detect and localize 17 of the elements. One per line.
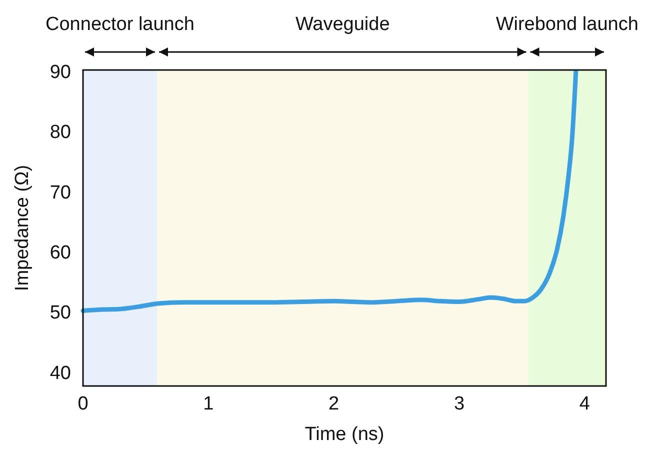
x-tick-label: 4 [579,393,590,414]
y-tick-label: 80 [50,122,71,144]
y-tick-label: 50 [50,302,71,324]
band-label: Connector launch [46,14,194,35]
line-series [80,70,578,314]
y-tick-label: 90 [50,62,71,83]
y-tick-label: 70 [50,182,71,204]
y-tick-label: 60 [50,242,71,264]
band-label: Waveguide [295,14,390,35]
x-tick-label: 1 [203,393,214,414]
x-tick-label: 0 [78,393,88,414]
y-tick-label: 40 [50,362,71,384]
x-tick-label: 2 [328,393,340,414]
x-tick-label: 3 [454,393,465,414]
y-axis-title: Impedance (Ω) [12,164,33,292]
band-label: Wirebond launch [496,14,638,35]
x-axis-title: Time (ns) [304,424,384,445]
